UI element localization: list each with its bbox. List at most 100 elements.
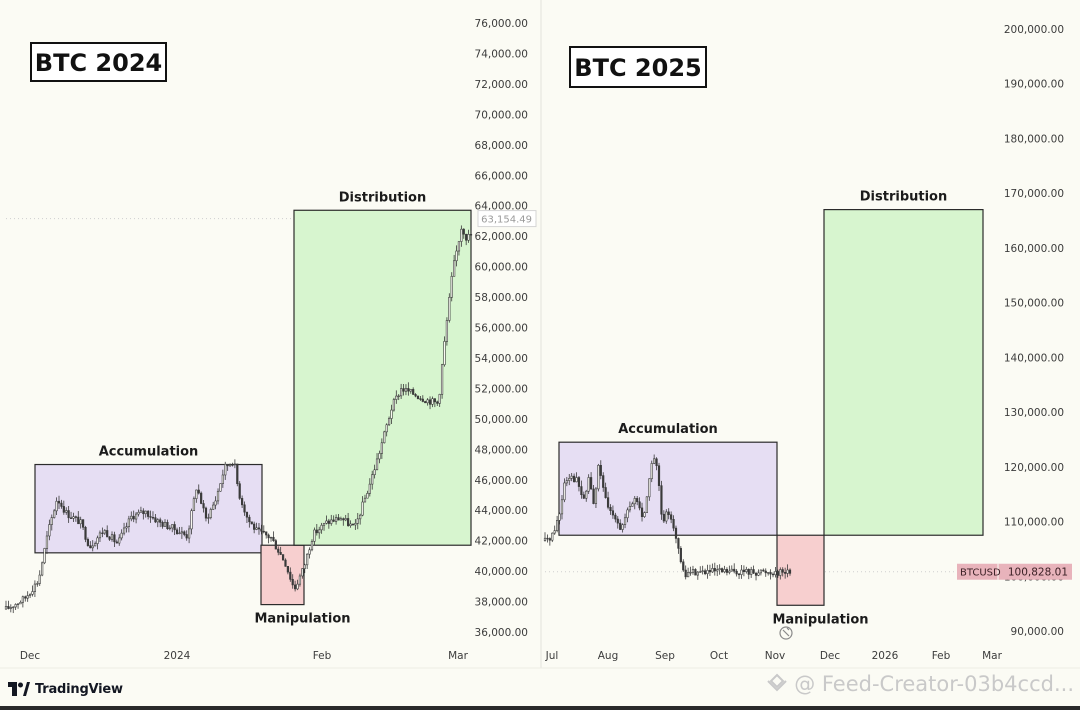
candle-body (262, 530, 265, 533)
candle-body (188, 528, 191, 539)
x-tick-label: Aug (598, 650, 619, 662)
candle-body (611, 510, 615, 516)
candle-body (597, 464, 600, 490)
zone-label-manipulation: Manipulation (254, 612, 350, 627)
y-tick-label: 72,000.00 (475, 79, 528, 91)
y-tick-label: 48,000.00 (475, 444, 528, 456)
candle-body (462, 228, 465, 235)
candle-body (274, 540, 277, 550)
candle-body (759, 569, 762, 574)
candle-body (219, 483, 222, 492)
candle-body (120, 532, 123, 539)
candle-body (592, 488, 595, 504)
candle-body (380, 442, 383, 454)
y-tick-label: 130,000.00 (1004, 407, 1064, 419)
candle-body (424, 401, 427, 404)
candle-body (667, 511, 670, 516)
candle-body (757, 572, 760, 576)
y-tick-label: 160,000.00 (1004, 243, 1064, 255)
candle-body (72, 516, 75, 519)
candle-body (621, 524, 624, 530)
y-tick-label: 70,000.00 (475, 109, 528, 121)
candle-body (209, 509, 212, 518)
candle-body (142, 510, 145, 515)
y-tick-label: 110,000.00 (1004, 517, 1064, 529)
candle-body (226, 463, 229, 467)
candle-body (730, 568, 733, 572)
y-tick-label: 200,000.00 (1004, 24, 1064, 36)
candle-body (577, 477, 581, 487)
candle-body (701, 570, 704, 572)
candle-body (216, 490, 220, 502)
x-tick-label: Nov (765, 650, 786, 662)
candle-body (69, 517, 73, 519)
candle-body (192, 498, 196, 511)
candle-body (645, 496, 648, 513)
candle-body (745, 569, 748, 572)
candle-body (354, 523, 357, 526)
candle-body (212, 504, 215, 510)
candle-body (674, 527, 678, 539)
candle-body (185, 534, 188, 539)
reload-icon-ring (779, 626, 793, 640)
candle-body (560, 499, 564, 515)
candle-body (450, 275, 453, 298)
candle-body (28, 594, 32, 596)
candle-body (57, 500, 61, 504)
candle-body (151, 517, 155, 519)
y-tick-label: 36,000.00 (475, 627, 528, 639)
reload-icon-arrow (782, 627, 790, 637)
candle-body (327, 520, 330, 524)
candle-body (428, 399, 432, 405)
candle-body (713, 568, 716, 572)
candle-body (368, 483, 371, 494)
candle-body (315, 529, 318, 534)
tradingview-brand[interactable]: TradingView (8, 679, 123, 699)
candle-body (392, 399, 396, 411)
candle-body (628, 506, 632, 511)
candle-body (281, 554, 285, 561)
x-tick-label: Feb (932, 650, 951, 662)
candle-body (65, 510, 68, 513)
candle-body (438, 393, 441, 404)
candle-body (255, 527, 258, 530)
candle-body (570, 475, 573, 479)
candle-body (195, 489, 198, 500)
candle-body (21, 596, 24, 603)
candle-body (89, 545, 92, 549)
candle-body (163, 521, 167, 527)
y-tick-label: 58,000.00 (475, 292, 528, 304)
candle-body (747, 569, 750, 575)
candle-body (587, 477, 590, 492)
candle-body (26, 595, 29, 599)
candle-body (245, 511, 249, 518)
candle-body (445, 320, 449, 342)
candle-body (720, 568, 724, 573)
candle-body (779, 569, 782, 576)
candle-body (648, 478, 651, 498)
candle-body (616, 518, 619, 524)
candle-body (132, 515, 135, 520)
candle-body (156, 519, 159, 523)
y-tick-label: 42,000.00 (475, 536, 528, 548)
candle-body (716, 569, 719, 572)
y-tick-label: 180,000.00 (1004, 133, 1064, 145)
candle-body (9, 607, 12, 609)
candle-body (221, 474, 224, 484)
candle-body (36, 583, 39, 585)
candle-body (412, 389, 415, 395)
candle-body (289, 571, 292, 580)
candle-body (113, 534, 116, 543)
y-tick-label: 38,000.00 (475, 597, 528, 609)
candle-body (127, 518, 130, 527)
candle-body (752, 569, 755, 574)
candle-body (12, 606, 15, 609)
candle-body (580, 486, 583, 496)
candle-body (135, 513, 138, 520)
candle-body (737, 573, 741, 576)
candle-body (662, 513, 665, 522)
candle-body (465, 233, 468, 241)
candle-body (55, 500, 58, 512)
y-tick-label: 140,000.00 (1004, 352, 1064, 364)
